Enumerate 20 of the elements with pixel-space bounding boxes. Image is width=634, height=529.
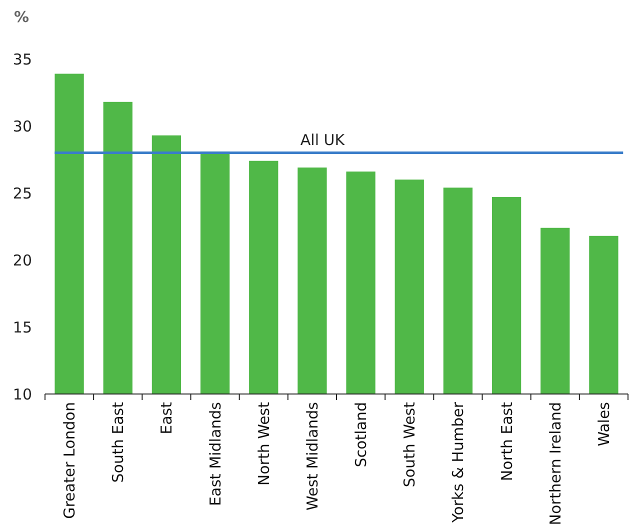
x-tick-label: East Midlands bbox=[206, 402, 224, 506]
y-tick-label: 15 bbox=[12, 318, 32, 336]
y-tick-label: 10 bbox=[12, 385, 32, 404]
y-tick-label: 35 bbox=[12, 50, 32, 68]
y-tick-label: 20 bbox=[12, 251, 32, 270]
y-axis-title: % bbox=[14, 8, 30, 26]
x-tick-label: North West bbox=[254, 402, 273, 486]
x-tick-label: Wales bbox=[594, 402, 613, 446]
y-tick-label: 30 bbox=[12, 117, 32, 136]
x-tick-label: Northern Ireland bbox=[546, 402, 564, 526]
ref-line-label: All UK bbox=[300, 130, 346, 149]
x-tick-label: Greater London bbox=[60, 402, 79, 519]
x-tick-label: South West bbox=[400, 402, 419, 488]
y-tick-label: 25 bbox=[12, 184, 32, 202]
x-tick-label: South East bbox=[109, 402, 128, 483]
x-tick-label: Scotland bbox=[352, 402, 370, 468]
x-tick-label: West Midlands bbox=[303, 402, 322, 510]
x-tick-label: Yorks & Humber bbox=[449, 401, 468, 524]
x-tick-label: East bbox=[158, 402, 176, 434]
x-tick-label: North East bbox=[498, 402, 516, 482]
